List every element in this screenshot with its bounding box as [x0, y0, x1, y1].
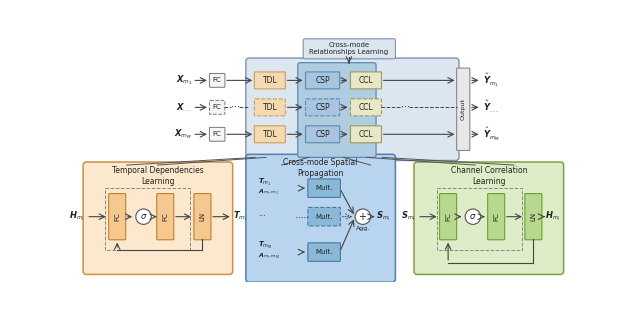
- FancyBboxPatch shape: [209, 100, 225, 114]
- Text: CCL: CCL: [358, 103, 373, 112]
- FancyBboxPatch shape: [157, 194, 174, 240]
- FancyBboxPatch shape: [305, 99, 340, 116]
- Text: $\boldsymbol{X}_{m_M}$: $\boldsymbol{X}_{m_M}$: [174, 127, 193, 141]
- Text: $\boldsymbol{H}_{m_i}$: $\boldsymbol{H}_{m_i}$: [545, 210, 561, 223]
- Text: Cross-mode Spatial
Propagation: Cross-mode Spatial Propagation: [284, 158, 358, 178]
- FancyBboxPatch shape: [254, 126, 285, 143]
- Bar: [436, 188, 522, 250]
- Text: $+$: $+$: [358, 211, 367, 222]
- Text: CSP: CSP: [316, 103, 330, 112]
- Text: Mult.: Mult.: [316, 214, 333, 220]
- FancyBboxPatch shape: [457, 68, 470, 151]
- FancyBboxPatch shape: [194, 194, 211, 240]
- Text: $\sigma$: $\sigma$: [469, 212, 477, 221]
- FancyBboxPatch shape: [440, 194, 457, 240]
- FancyBboxPatch shape: [308, 243, 340, 261]
- Text: $\sigma$: $\sigma$: [140, 212, 147, 221]
- Text: TDL: TDL: [262, 130, 277, 139]
- FancyBboxPatch shape: [351, 126, 381, 143]
- Text: $\boldsymbol{T}_{m_i}$: $\boldsymbol{T}_{m_i}$: [234, 210, 248, 223]
- Text: Channel Correlation
Learning: Channel Correlation Learning: [451, 166, 527, 185]
- FancyBboxPatch shape: [209, 74, 225, 87]
- Text: FC: FC: [212, 104, 221, 110]
- Text: FC: FC: [212, 77, 221, 83]
- FancyBboxPatch shape: [246, 58, 459, 160]
- Text: ···: ···: [230, 102, 239, 112]
- Text: $\boldsymbol{T}_{m_M}$: $\boldsymbol{T}_{m_M}$: [259, 240, 273, 251]
- Text: Output: Output: [461, 98, 466, 120]
- Text: Cross-mode
Relationships Learning: Cross-mode Relationships Learning: [309, 42, 388, 55]
- Text: CCL: CCL: [358, 76, 373, 85]
- FancyBboxPatch shape: [308, 179, 340, 197]
- Text: TDL: TDL: [262, 103, 277, 112]
- FancyBboxPatch shape: [414, 162, 564, 275]
- Text: Agg.: Agg.: [356, 226, 370, 231]
- FancyBboxPatch shape: [351, 99, 381, 116]
- Text: $\hat{\boldsymbol{Y}}_{m_1}$: $\hat{\boldsymbol{Y}}_{m_1}$: [483, 72, 499, 89]
- Text: LN: LN: [200, 212, 205, 221]
- Circle shape: [355, 209, 371, 224]
- Text: $\boldsymbol{S}_{m_i}$: $\boldsymbol{S}_{m_i}$: [401, 210, 417, 223]
- FancyBboxPatch shape: [308, 207, 340, 226]
- FancyBboxPatch shape: [109, 194, 125, 240]
- Text: FC: FC: [445, 212, 451, 221]
- Text: ···: ···: [259, 212, 266, 221]
- Text: $\boldsymbol{X}_{...}$: $\boldsymbol{X}_{...}$: [176, 101, 193, 113]
- Text: ···: ···: [401, 102, 410, 112]
- FancyBboxPatch shape: [209, 127, 225, 141]
- Circle shape: [136, 209, 151, 224]
- Text: FC: FC: [163, 212, 168, 221]
- Text: $\hat{\boldsymbol{Y}}_{m_M}$: $\hat{\boldsymbol{Y}}_{m_M}$: [483, 126, 500, 143]
- FancyBboxPatch shape: [351, 72, 381, 89]
- FancyBboxPatch shape: [246, 154, 396, 282]
- Text: CSP: CSP: [316, 76, 330, 85]
- Text: $\boldsymbol{S}_{m_i}$: $\boldsymbol{S}_{m_i}$: [376, 210, 391, 223]
- Text: TDL: TDL: [262, 76, 277, 85]
- Text: Mult.: Mult.: [316, 249, 333, 255]
- FancyBboxPatch shape: [525, 194, 542, 240]
- Text: Temporal Dependencies
Learning: Temporal Dependencies Learning: [112, 166, 204, 185]
- FancyBboxPatch shape: [305, 72, 340, 89]
- Text: $\boldsymbol{A}_{m_i,m_1}$: $\boldsymbol{A}_{m_i,m_1}$: [259, 187, 279, 197]
- Text: $\boldsymbol{A}_{m_i,m_M}$: $\boldsymbol{A}_{m_i,m_M}$: [259, 252, 280, 262]
- FancyBboxPatch shape: [83, 162, 233, 275]
- Text: FC: FC: [212, 131, 221, 137]
- FancyBboxPatch shape: [488, 194, 505, 240]
- FancyBboxPatch shape: [298, 63, 376, 157]
- Text: FC: FC: [493, 212, 499, 221]
- Text: CCL: CCL: [358, 130, 373, 139]
- Text: $\boldsymbol{H}_{m_i}$: $\boldsymbol{H}_{m_i}$: [70, 210, 85, 223]
- Text: CSP: CSP: [316, 130, 330, 139]
- FancyBboxPatch shape: [305, 126, 340, 143]
- FancyBboxPatch shape: [254, 99, 285, 116]
- Circle shape: [465, 209, 481, 224]
- Text: $\hat{\boldsymbol{Y}}_{...}$: $\hat{\boldsymbol{Y}}_{...}$: [483, 99, 499, 115]
- FancyBboxPatch shape: [303, 39, 396, 59]
- Text: $\boldsymbol{T}_{m_1}$: $\boldsymbol{T}_{m_1}$: [259, 177, 272, 188]
- FancyBboxPatch shape: [254, 72, 285, 89]
- Text: $\boldsymbol{X}_{m_1}$: $\boldsymbol{X}_{m_1}$: [175, 74, 193, 87]
- Text: Mult.: Mult.: [316, 185, 333, 191]
- Text: LN: LN: [531, 212, 536, 221]
- Bar: [105, 188, 190, 250]
- Text: FC: FC: [114, 212, 120, 221]
